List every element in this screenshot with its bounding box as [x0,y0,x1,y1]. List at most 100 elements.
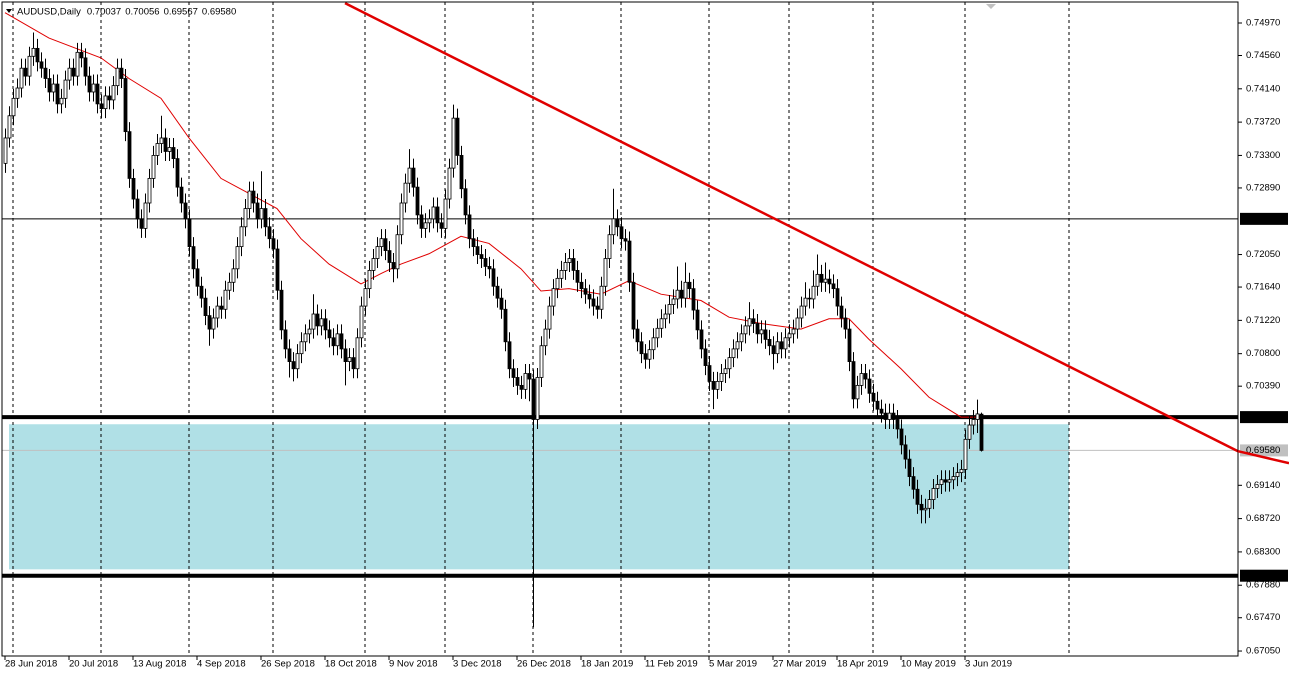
candle-body [835,288,840,307]
candle-body [195,268,200,287]
candle-body [811,285,816,300]
candle-body [379,238,384,248]
candle-body [707,365,712,382]
candle-body [47,78,52,93]
moving-average [4,12,981,418]
x-tick-label: 28 Jun 2018 [5,659,57,670]
candle-body [791,328,796,335]
candle-body [943,479,948,483]
candle-body [747,318,752,327]
candle-body [439,222,444,229]
candle-body [871,392,876,402]
y-tick-label: 0.73300 [1246,150,1280,161]
candle-body [795,317,800,330]
candle-body [255,202,260,220]
candle-body [187,218,192,248]
candle-body [935,484,940,489]
candle-body [775,341,780,355]
y-tick-label: 0.72890 [1246,182,1280,193]
candle-body [367,270,372,290]
candle-body [979,413,984,451]
candle-body [247,190,252,209]
candle-body [107,95,112,101]
x-tick-label: 11 Feb 2019 [645,659,698,670]
candle-body [543,328,548,347]
x-tick-label: 26 Dec 2018 [517,659,571,670]
candle-body [631,281,636,330]
candle-body [899,428,904,446]
candle-body [383,238,388,251]
candle-body [755,323,760,335]
candle-body [599,285,604,310]
candle-body [163,137,168,152]
candle-body [175,158,180,188]
candle-body [363,288,368,307]
candle-body [239,226,244,248]
candle-body [567,258,572,263]
candle-body [291,361,296,370]
candle-body [547,305,552,330]
candle-body [347,357,352,362]
candle-body [351,357,356,370]
candle-body [155,143,160,156]
candle-body [387,250,392,263]
candle-body [287,348,292,362]
x-tick-label: 18 Apr 2019 [837,659,888,670]
candle-body [559,270,564,279]
candle-body [151,155,156,179]
candle-body [787,333,792,339]
x-tick-label: 13 Aug 2018 [133,659,186,670]
y-tick-label: 0.74560 [1246,50,1280,61]
y-tick-label: 0.70390 [1246,381,1280,392]
candle-body [67,67,72,81]
candle-body [371,258,376,271]
x-tick-label: 3 Jun 2019 [965,659,1012,670]
candle-body [879,408,884,414]
candle-body [227,281,232,291]
candle-body [911,476,916,490]
candle-body [615,218,620,228]
candle-body [527,373,532,380]
candle-body [7,115,12,139]
candle-body [711,381,716,390]
candle-body [451,117,456,169]
candle-body [503,308,508,343]
candle-body [947,479,952,483]
candle-body [279,289,284,331]
candle-body [55,83,60,105]
candle-body [867,378,872,394]
candle-body [39,61,44,69]
candle-body [595,305,600,310]
candle-body [739,333,744,343]
shift-marker [986,4,996,9]
plot-area [2,2,1242,660]
candle-body [219,305,224,310]
candle-body [183,202,188,220]
candle-body [651,337,656,351]
candle-body [563,262,568,271]
y-tick-label: 0.68720 [1246,513,1280,524]
candle-body [535,377,540,420]
candle-body [63,79,68,99]
candle-body [407,167,412,184]
x-tick-label: 27 Mar 2019 [773,659,826,670]
level-label: 0.69580 [1246,445,1280,456]
candle-body [735,341,740,350]
candle-body [95,83,100,105]
candle-body [179,186,184,204]
quote: 0.70037 [87,7,121,18]
candle-body [59,97,64,105]
candle-body [495,285,500,299]
candle-body [299,341,304,355]
candle-body [779,341,784,350]
candle-body [307,328,312,335]
level-tag [1240,569,1288,582]
candle-body [663,313,668,320]
candle-body [699,329,704,350]
candle-body [431,206,436,220]
candle-body [243,208,248,228]
candle-body [119,67,124,79]
candle-body [671,298,676,305]
candle-body [767,338,772,347]
level-label: 0.70000 [1246,412,1280,423]
